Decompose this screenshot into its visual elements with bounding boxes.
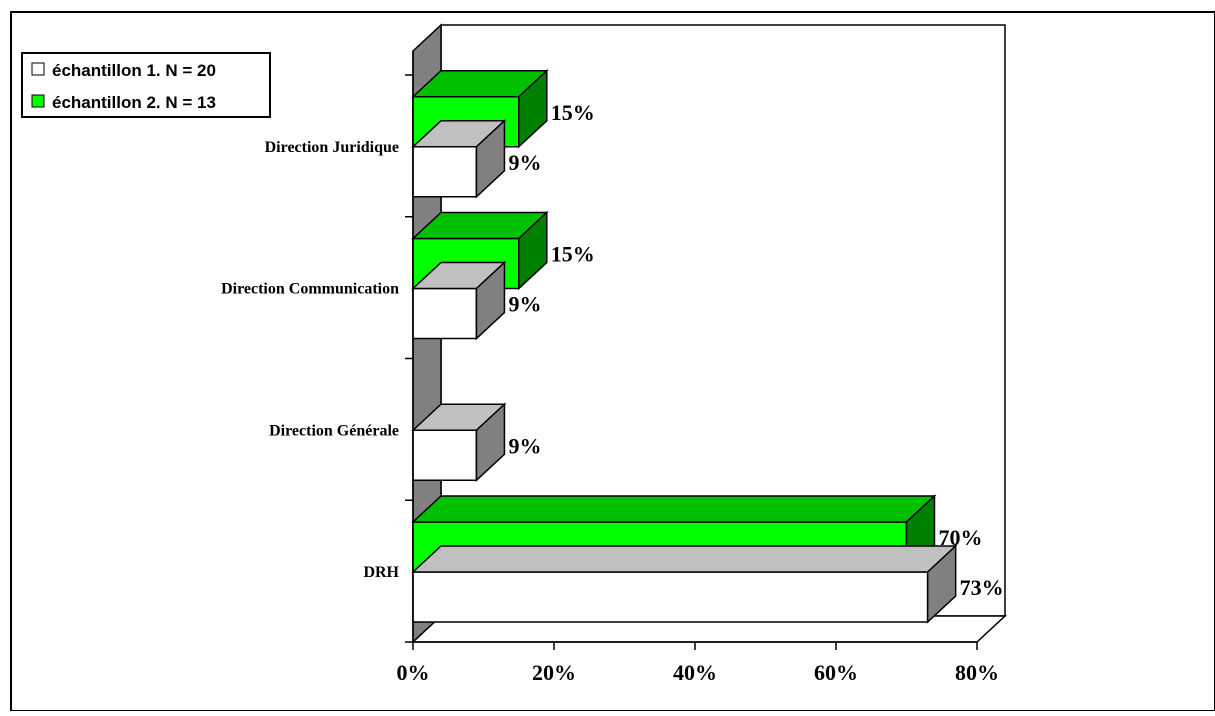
data-label: 9% — [508, 150, 541, 175]
data-label: 9% — [508, 433, 541, 458]
bar-side — [475, 260, 506, 341]
legend-swatch-series-2 — [31, 94, 45, 108]
bar-front — [412, 146, 478, 198]
x-tick-label: 20% — [532, 660, 576, 685]
legend-label-series-1: échantillon 1. N = 20 — [52, 61, 216, 80]
category-label: Direction Communication — [221, 281, 399, 298]
data-label: 9% — [508, 292, 541, 317]
data-label: 73% — [960, 575, 1004, 600]
labels-group: 0% 20% 40% 60% 80% DRH Direction Générale Direc… — [221, 100, 1004, 685]
category-label: DRH — [363, 564, 399, 581]
x-tick-label: 80% — [955, 660, 999, 685]
bar-front — [412, 287, 478, 340]
category-label: Direction Juridique — [265, 139, 399, 156]
bar-front — [412, 571, 929, 623]
bar-side — [518, 210, 548, 291]
data-label: 15% — [551, 100, 595, 125]
legend: échantillon 1. N = 20 échantillon 2. N =… — [21, 52, 271, 118]
bar-top — [411, 495, 937, 523]
x-tick-label: 0% — [397, 660, 430, 685]
legend-swatch-series-1 — [31, 62, 45, 76]
bar-side — [518, 69, 548, 149]
data-label: 15% — [551, 242, 595, 267]
bar-top — [411, 545, 958, 573]
x-tick-label: 60% — [814, 660, 858, 685]
legend-label-series-2: échantillon 2. N = 13 — [52, 93, 216, 112]
category-label: Direction Générale — [269, 422, 399, 439]
bar-side — [475, 119, 506, 199]
x-tick-label: 40% — [673, 660, 717, 685]
legend-box — [21, 52, 271, 118]
axes-group — [405, 51, 978, 650]
bar-side — [475, 402, 506, 482]
data-label: 70% — [939, 525, 983, 550]
bar-front — [412, 429, 478, 481]
bar-side — [926, 544, 957, 624]
